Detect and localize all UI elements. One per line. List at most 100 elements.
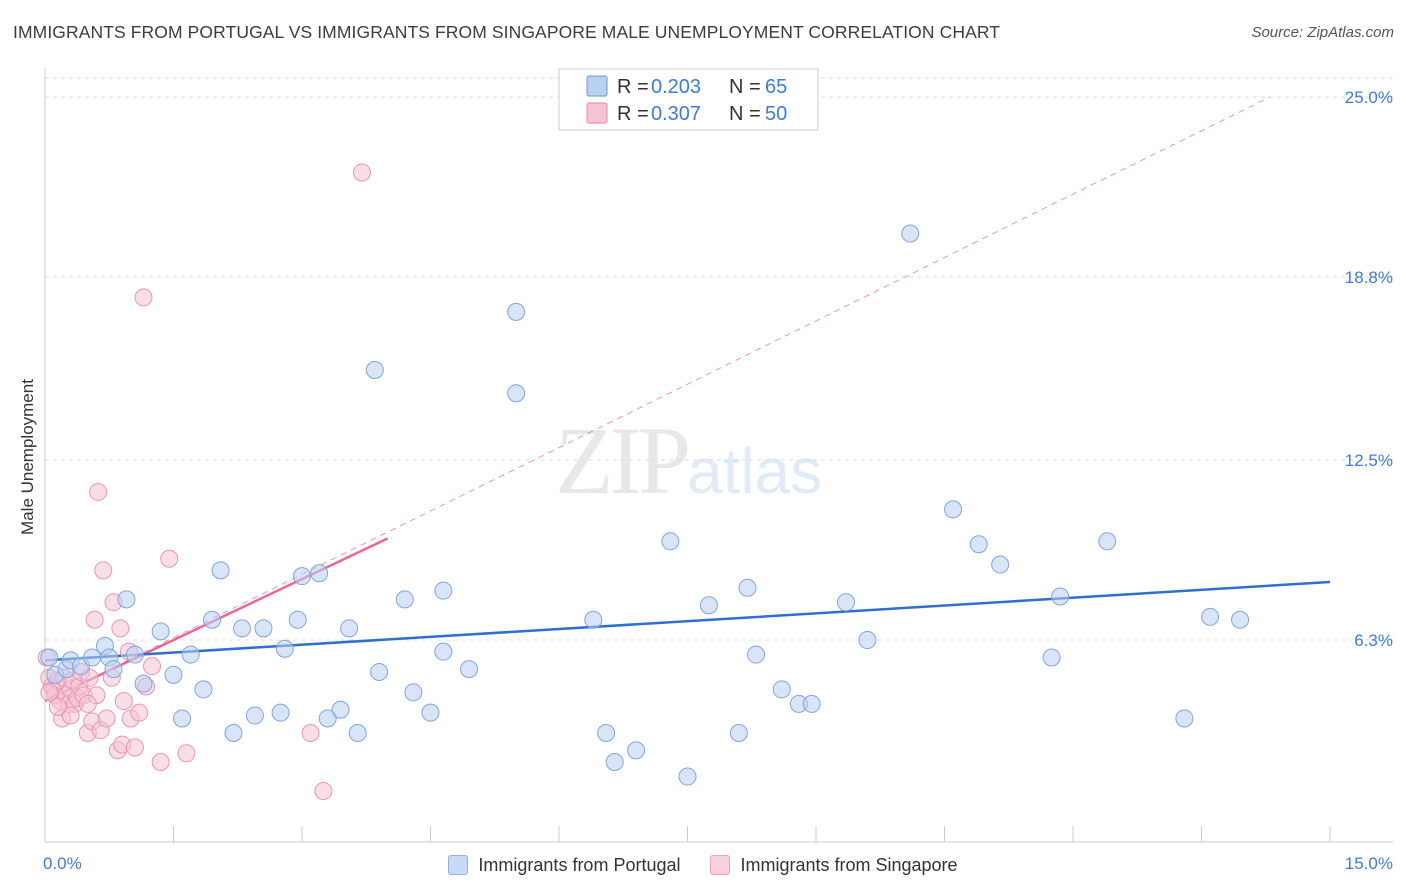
portugal-point-26 [293,567,311,586]
portugal-point-22 [254,619,273,638]
singapore-point-48 [48,697,67,716]
portugal-point-20 [233,619,252,638]
portugal-point-60 [991,555,1010,574]
singapore-point-25 [94,561,113,580]
portugal-point-34 [395,590,414,609]
portugal-point-9 [117,590,136,609]
legend-n-label-singapore: N = [729,103,761,125]
portugal-point-11 [134,674,153,693]
portugal-point-24 [275,639,294,658]
chart-title: IMMIGRANTS FROM PORTUGAL VS IMMIGRANTS F… [13,22,1001,42]
singapore-point-40 [151,753,170,772]
portugal-point-37 [434,581,453,600]
portugal-point-8 [104,660,123,679]
legend-box: R = 0.203 N = 65 R = 0.307 N = 50 [558,68,819,131]
trend-lines [44,96,1331,703]
portugal-point-16 [194,680,213,699]
portugal-point-28 [318,709,337,728]
legend-label-portugal: Immigrants from Portugal [478,854,681,875]
watermark: ZIPatlas [555,405,822,516]
legend-n-value-singapore: 50 [765,103,787,125]
portugal-point-62 [1051,587,1070,606]
legend-item-portugal[interactable]: Immigrants from Portugal [448,855,680,876]
x-tick-label-0: 0.0% [43,854,82,873]
singapore-point-37 [134,288,153,307]
legend-r-value-portugal: 0.203 [651,76,701,98]
singapore-point-39 [143,657,162,676]
y-tick-label-3: 25.0% [1345,88,1393,107]
singapore-point-26 [97,709,116,728]
portugal-point-38 [434,642,453,661]
portugal-point-32 [365,360,384,379]
portugal-point-27 [310,564,329,583]
singapore-point-43 [301,723,320,742]
portugal-point-10 [125,645,144,664]
tick-labels: 6.3% 12.5% 18.8% 25.0% 0.0% 15.0% [43,88,1393,873]
portugal-point-65 [1201,607,1220,626]
y-tick-label-1: 12.5% [1345,451,1393,470]
bottom-legend: Immigrants from Portugal Immigrants from… [0,851,1406,879]
legend-swatch-top-singapore [586,102,608,124]
portugal-point-30 [340,619,359,638]
portugal-point-14 [173,709,192,728]
singapore-point-35 [125,738,144,757]
portugal-point-40 [507,302,526,321]
singapore-point-44 [314,782,333,801]
singapore-point-41 [160,549,179,568]
chart-source: Source: ZipAtlas.com [1251,24,1394,41]
portugal-point-19 [224,723,243,742]
portugal-point-59 [969,535,988,554]
singapore-point-46 [78,694,97,713]
portugal-point-45 [627,741,646,760]
portugal-point-42 [584,610,603,629]
portugal-point-55 [836,593,855,612]
singapore-point-21 [85,610,104,629]
portugal-point-44 [605,753,624,772]
singapore-point-32 [114,692,133,711]
portugal-point-15 [181,645,200,664]
portugal-point-61 [1042,648,1061,667]
watermark-atlas: atlas [687,435,823,507]
portugal-point-13 [164,665,183,684]
legend-label-singapore: Immigrants from Singapore [740,854,958,875]
portugal-point-39 [460,660,479,679]
portugal-point-17 [203,610,222,629]
portugal-point-58 [944,500,963,519]
portugal-point-41 [507,384,526,403]
singapore-point-42 [177,744,196,763]
legend-n-value-portugal: 65 [765,76,787,98]
singapore-point-36 [130,703,149,722]
portugal-point-43 [597,723,616,742]
singapore-point-30 [111,619,130,638]
legend-r-label-singapore: R = [617,103,649,125]
legend-item-singapore[interactable]: Immigrants from Singapore [710,854,958,876]
legend-swatch-top-portugal [586,75,608,97]
y-tick-label-2: 18.8% [1345,268,1393,287]
portugal-point-47 [678,767,697,786]
portugal-point-51 [747,645,766,664]
legend-r-value-singapore: 0.307 [651,103,701,125]
portugal-point-49 [729,723,748,742]
portugal-point-57 [901,224,920,243]
axes [44,68,1393,843]
legend-n-label-portugal: N = [729,76,761,98]
legend-swatch-portugal [448,855,469,875]
portugal-point-48 [699,596,718,615]
x-tick-label-1: 15.0% [1345,854,1393,873]
singapore-trend-extended [44,96,1271,702]
portugal-point-56 [858,631,877,650]
y-tick-label-0: 6.3% [1354,631,1393,650]
data-points [37,163,1250,801]
grid-lines [45,77,1393,641]
portugal-point-35 [404,683,423,702]
portugal-point-54 [802,694,821,713]
portugal-point-46 [661,532,680,551]
singapore-point-45 [352,163,371,182]
portugal-point-66 [1231,610,1250,629]
legend-swatch-singapore [710,855,731,875]
singapore-point-47 [61,706,80,725]
portugal-point-64 [1175,709,1194,728]
portugal-point-36 [421,703,440,722]
singapore-point-23 [89,482,108,501]
